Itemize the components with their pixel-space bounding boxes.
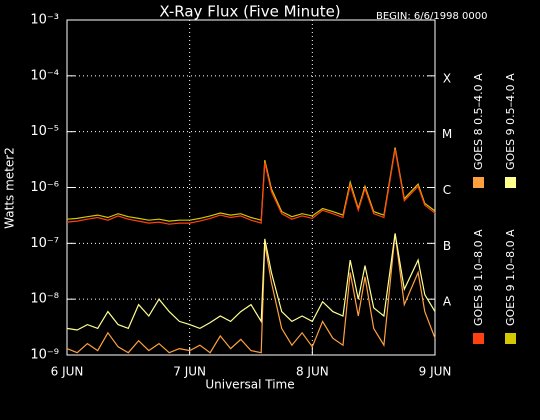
x-tick-label: 6 JUN bbox=[51, 365, 84, 379]
y-tick-label: 10⁻⁵ bbox=[30, 124, 59, 139]
series-line bbox=[66, 147, 436, 222]
x-tick-label: 8 JUN bbox=[296, 365, 329, 379]
flare-class-label: C bbox=[443, 183, 451, 197]
series-line bbox=[66, 233, 436, 331]
y-tick-label: 10⁻⁸ bbox=[30, 292, 59, 307]
y-tick-label: 10⁻⁷ bbox=[30, 236, 59, 251]
y-axis-label: Watts meter2 bbox=[3, 147, 17, 229]
chart-title: X-Ray Flux (Five Minute) bbox=[159, 3, 340, 21]
y-tick-label: 10⁻⁶ bbox=[30, 180, 59, 195]
flare-class-label: M bbox=[442, 127, 452, 141]
x-axis-label: Universal Time bbox=[205, 378, 294, 392]
series-line bbox=[66, 149, 436, 225]
legend-swatch bbox=[505, 177, 516, 188]
x-tick-label: 9 JUN bbox=[419, 365, 452, 379]
legend-swatch bbox=[473, 177, 484, 188]
y-tick-label: 10⁻³ bbox=[30, 13, 59, 28]
x-tick-label: 7 JUN bbox=[173, 365, 206, 379]
legend-label: GOES 8 1.0–8.0 A bbox=[472, 229, 485, 326]
y-tick-label: 10⁻⁴ bbox=[30, 68, 59, 83]
y-tick-label: 10⁻⁹ bbox=[30, 348, 59, 363]
flare-class-label: B bbox=[443, 239, 451, 253]
legend-label: GOES 9 0.5–4.0 A bbox=[504, 73, 517, 170]
flare-class-label: A bbox=[443, 295, 452, 309]
flare-class-label: X bbox=[443, 71, 451, 85]
legend-swatch bbox=[505, 333, 516, 344]
legend-label: GOES 9 1.0–8.0 A bbox=[504, 229, 517, 326]
legend-label: GOES 8 0.5–4.0 A bbox=[472, 73, 485, 170]
legend-swatch bbox=[473, 333, 484, 344]
series-line bbox=[66, 233, 436, 354]
chart-subtitle: BEGIN: 6/6/1998 0000 bbox=[376, 11, 487, 22]
